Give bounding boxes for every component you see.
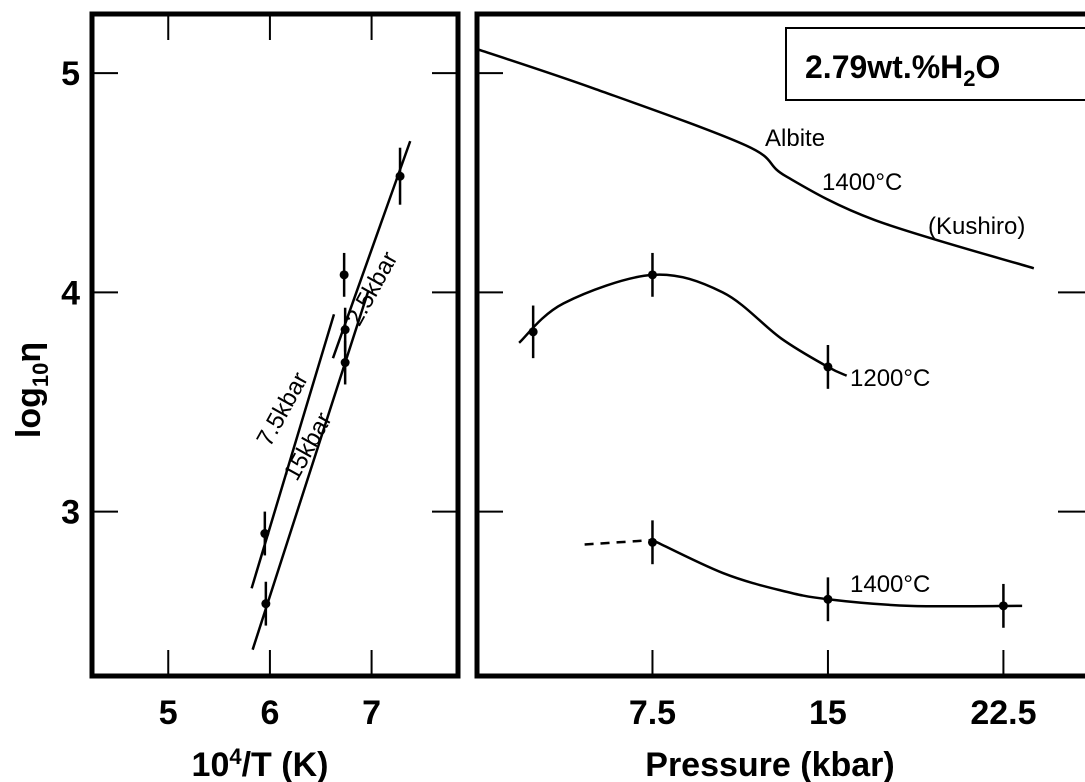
data-point [647,537,657,547]
data-point [339,270,349,280]
series-curve [518,273,848,377]
series-label: 1400°C [850,571,930,598]
right-ticks: 7.5 15 22.5 [477,72,1085,732]
data-point [998,601,1008,611]
data-point [340,325,350,335]
albite-label-line: Albite [765,125,825,152]
series-curve [651,538,1023,608]
y-tick-label: 5 [61,55,80,93]
left-x-tick-label: 5 [159,694,178,732]
data-point [823,594,833,604]
y-axis-title: log10η [10,342,53,438]
data-point [260,529,270,539]
y-tick-label: 4 [61,274,80,312]
left-x-tick-label: 6 [260,694,279,732]
series-label: 2.5kbar [341,247,403,330]
right-x-tick-label: 22.5 [970,694,1036,732]
right-panel: 7.5 15 22.5 Albite 1400°C (Kushiro) 1200°C 140… [474,11,1085,782]
composition-box: 2.79wt.%H2O [785,27,1085,101]
right-marks: Albite 1400°C (Kushiro) 1200°C 1400°C [476,47,1035,628]
data-point [528,327,538,337]
left-x-axis-title: 104/T (K) [192,744,329,782]
right-x-tick-label: 15 [809,694,847,732]
data-point [395,171,405,181]
data-point [647,270,657,280]
composition-box-frame [785,27,1085,101]
albite-label-line: (Kushiro) [928,213,1025,240]
dashed-extension [584,538,653,546]
right-x-tick-label: 7.5 [629,694,676,732]
series-label: 1200°C [850,365,930,392]
left-ticks: 5 6 7 3 4 5 [61,14,458,732]
albite-label-line: 1400°C [822,169,902,196]
data-point [340,358,350,368]
right-x-axis-title: Pressure (kbar) [645,746,894,782]
left-plot-frame [89,11,461,679]
right-plot-frame [474,11,1085,679]
albite-curve [476,47,1035,270]
y-tick-label: 3 [61,494,80,532]
left-x-tick-label: 7 [362,694,381,732]
data-point [261,599,271,609]
fit-line-15kbar [251,289,370,651]
data-point [823,362,833,372]
composition-label: 2.79wt.%H2O [805,49,1000,91]
